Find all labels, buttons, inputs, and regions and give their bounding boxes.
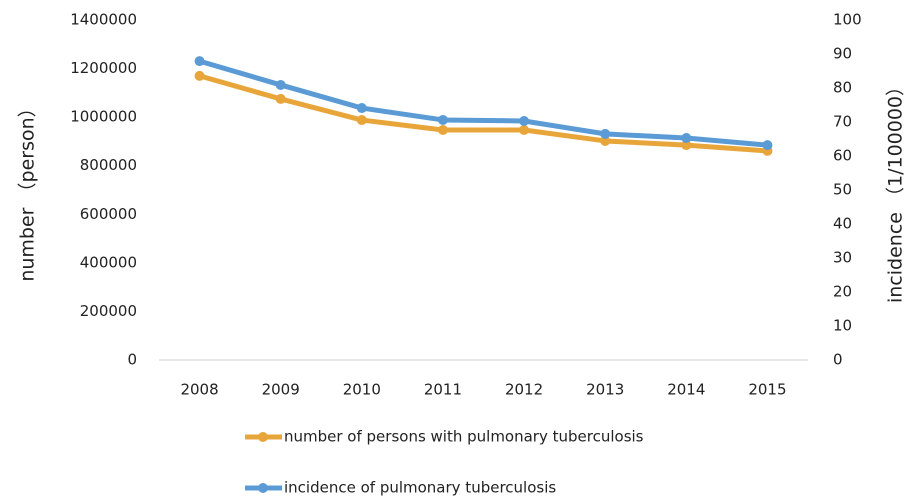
data-point — [356, 103, 367, 114]
y-axis-title: number （person） — [17, 98, 39, 281]
data-point — [681, 140, 692, 151]
y2-tick-label: 30 — [833, 249, 852, 267]
y2-tick-label: 60 — [833, 147, 852, 165]
x-tick-label: 2009 — [262, 381, 300, 399]
y-tick-label: 1000000 — [70, 108, 137, 126]
y-tick-label: 400000 — [80, 253, 137, 271]
y2-tick-label: 10 — [833, 317, 852, 335]
data-point — [194, 70, 205, 81]
y2-tick-label: 70 — [833, 113, 852, 131]
data-point — [437, 125, 448, 136]
x-tick-label: 2013 — [586, 381, 624, 399]
data-point — [437, 114, 448, 125]
y2-tick-label: 100 — [833, 11, 862, 29]
y2-tick-label: 20 — [833, 283, 852, 301]
data-point — [762, 140, 773, 151]
series-line — [197, 58, 770, 148]
legend-label: number of persons with pulmonary tubercu… — [284, 428, 644, 446]
x-tick-label: 2011 — [424, 381, 462, 399]
data-point — [194, 56, 205, 67]
data-point — [600, 128, 611, 139]
x-tick-label: 2010 — [343, 381, 381, 399]
y2-tick-label: 90 — [833, 45, 852, 63]
x-tick-label: 2015 — [748, 381, 786, 399]
x-tick-label: 2012 — [505, 381, 543, 399]
legend-marker — [258, 483, 268, 493]
x-tick-label: 2008 — [180, 381, 218, 399]
y-tick-label: 1200000 — [70, 59, 137, 77]
data-point — [356, 115, 367, 126]
legend-marker — [258, 432, 268, 442]
y-tick-label: 1400000 — [70, 11, 137, 29]
y-tick-label: 200000 — [80, 302, 137, 320]
y-tick-label: 800000 — [80, 156, 137, 174]
y2-tick-label: 40 — [833, 215, 852, 233]
x-tick-label: 2014 — [667, 381, 705, 399]
y2-axis-title: incidence （1/100000） — [885, 77, 907, 303]
y-tick-label: 0 — [127, 351, 137, 369]
data-point — [519, 125, 530, 136]
y-tick-label: 600000 — [80, 205, 137, 223]
data-point — [600, 135, 611, 146]
y2-tick-label: 50 — [833, 181, 852, 199]
data-point — [519, 115, 530, 126]
series-line — [197, 73, 770, 154]
data-point — [275, 93, 286, 104]
legend-label: incidence of pulmonary tuberculosis — [284, 479, 556, 497]
data-point — [681, 132, 692, 143]
y2-tick-label: 80 — [833, 79, 852, 97]
y2-tick-label: 0 — [833, 351, 843, 369]
data-point — [275, 79, 286, 90]
